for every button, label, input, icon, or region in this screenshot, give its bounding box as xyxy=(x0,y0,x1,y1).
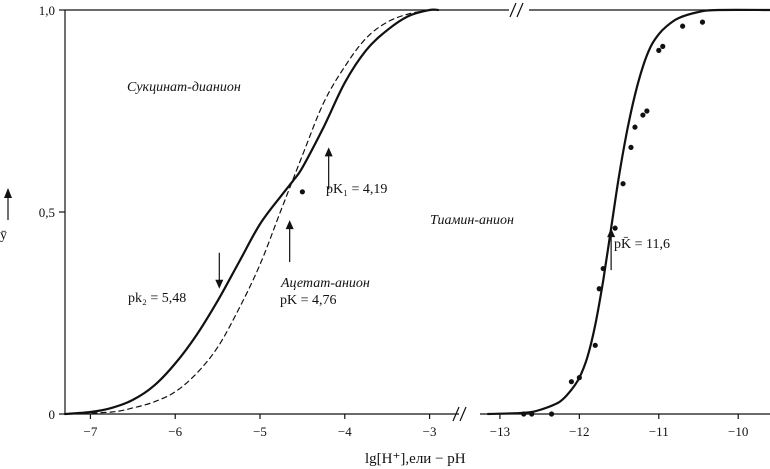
data-point xyxy=(592,342,598,348)
x-tick-label: −7 xyxy=(84,424,98,439)
annotation-arrowhead xyxy=(324,147,333,157)
axes: 0 0,5 1,0 −7 −6 −5 −4 −3 −13 −12 −11 −10 xyxy=(4,2,770,439)
x-tick-label: −11 xyxy=(649,424,669,439)
data-point xyxy=(548,411,555,417)
annotation-thiamine: Тиамин-анион xyxy=(430,213,514,228)
data-point xyxy=(612,225,618,231)
annotation-pkt: pK̄ = 11,6 xyxy=(614,236,670,252)
x-tick-label: −13 xyxy=(490,424,510,439)
data-point xyxy=(299,189,305,195)
data-point xyxy=(521,411,527,417)
y-axis-label: ȳ xyxy=(0,228,7,243)
series-line xyxy=(64,9,431,415)
annotation-pk1: pK₁ = 4,19 xyxy=(326,182,387,197)
y-label-arrowhead xyxy=(4,188,12,198)
annotation-succinate: Сукцинат-дианион xyxy=(127,80,241,95)
x-tick-label: −10 xyxy=(728,424,748,439)
series-line xyxy=(63,8,440,416)
data-point xyxy=(656,47,662,54)
axis-break-mark xyxy=(509,2,517,18)
annotation-arrowhead xyxy=(215,279,224,289)
data-point xyxy=(529,411,535,417)
axis-break-mark xyxy=(516,2,524,18)
data-point xyxy=(568,379,575,385)
x-tick-label: −4 xyxy=(338,424,352,439)
data-point xyxy=(576,375,582,381)
data-point xyxy=(644,108,650,114)
axis-break-mark xyxy=(452,406,460,422)
x-axis-label: lg[H⁺],ели − pH xyxy=(365,451,466,467)
data-point xyxy=(620,181,626,187)
data-point xyxy=(628,144,634,150)
data-point xyxy=(699,19,706,25)
x-tick-label: −12 xyxy=(569,424,589,439)
marks-layer xyxy=(215,19,706,417)
data-point xyxy=(600,265,606,272)
data-point xyxy=(680,23,686,29)
series-line xyxy=(486,8,770,416)
data-point xyxy=(632,124,638,130)
y-tick-label: 0,5 xyxy=(39,205,55,220)
x-tick-label: −5 xyxy=(253,424,267,439)
y-tick-label: 0 xyxy=(49,407,56,422)
series-layer xyxy=(63,8,770,416)
annotation-acetate: Ацетат-анион xyxy=(280,276,370,291)
annotation-pk2: pk₂ = 5,48 xyxy=(128,291,186,306)
x-tick-label: −3 xyxy=(423,424,437,439)
data-point xyxy=(640,112,646,118)
data-point xyxy=(596,286,602,292)
annotation-pk: pK = 4,76 xyxy=(280,293,337,308)
y-tick-label: 1,0 xyxy=(39,3,55,18)
axis-break-mark xyxy=(459,406,467,422)
x-tick-label: −6 xyxy=(168,424,182,439)
annotation-layer: Сукцинат-дианион pK₁ = 4,19 Ацетат-анион… xyxy=(127,80,670,308)
annotation-arrowhead xyxy=(607,228,616,238)
data-point xyxy=(660,43,666,49)
annotation-arrowhead xyxy=(285,220,294,230)
